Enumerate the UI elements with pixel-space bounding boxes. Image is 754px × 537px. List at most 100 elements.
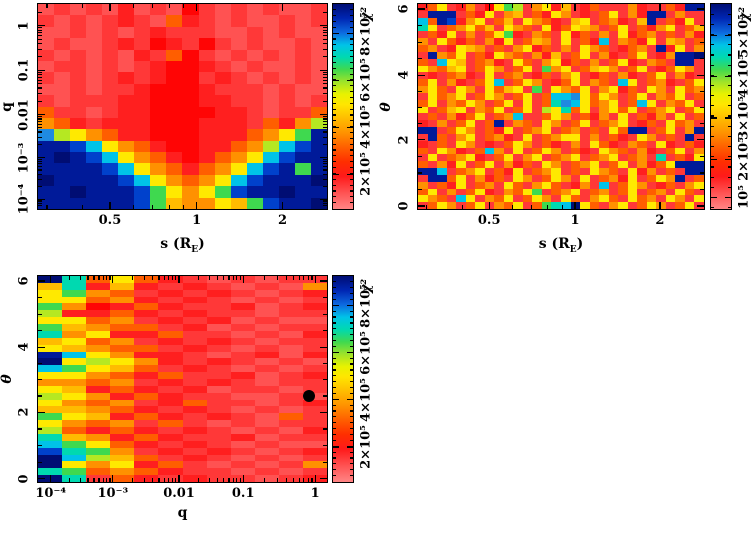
heatmap-cell <box>561 181 571 189</box>
x-axis-title-text: q <box>177 505 188 521</box>
axis-tick <box>323 144 327 146</box>
colorbar-tick <box>728 95 731 97</box>
axis-tick <box>172 276 174 280</box>
heatmap-cell <box>62 358 87 366</box>
heatmap-cell <box>150 163 167 175</box>
heatmap-cell <box>580 133 590 141</box>
heatmap-cell <box>665 120 676 127</box>
axis-tick <box>38 379 42 381</box>
heatmap-cell <box>206 351 231 359</box>
heatmap-cell <box>198 95 215 107</box>
heatmap-cell <box>684 4 695 11</box>
axis-tick <box>38 123 42 125</box>
heatmap-cell <box>475 147 485 155</box>
axis-tick <box>38 48 42 50</box>
colorbar-tick <box>711 95 714 97</box>
heatmap-cell <box>198 4 215 16</box>
heatmap-cell <box>198 106 215 118</box>
heatmap-cell <box>38 106 55 118</box>
heatmap-cell <box>551 4 561 11</box>
x-axis-title-text: s (R <box>160 236 192 252</box>
colorbar-tick <box>333 451 336 453</box>
colorbar-tick <box>333 131 336 134</box>
axis-tick <box>700 155 704 157</box>
heatmap-cell <box>158 406 183 414</box>
heatmap-cell <box>541 188 552 196</box>
heatmap-cell <box>158 385 183 393</box>
heatmap-cell <box>206 310 231 318</box>
heatmap-cell <box>158 344 183 352</box>
heatmap-cell <box>627 168 638 175</box>
heatmap-cell <box>694 195 704 203</box>
heatmap-cell <box>62 433 87 441</box>
heatmap-cell <box>532 174 542 182</box>
heatmap-cell <box>54 152 71 164</box>
heatmap-cell <box>561 79 571 86</box>
heatmap-cell <box>158 372 183 379</box>
heatmap-cell <box>494 45 504 52</box>
heatmap-cell <box>618 45 628 52</box>
heatmap-cell <box>86 337 111 345</box>
heatmap-cell <box>86 324 111 331</box>
heatmap-cell <box>262 95 279 107</box>
heatmap-cell <box>475 99 485 107</box>
heatmap-cell <box>38 60 55 73</box>
heatmap-cell <box>206 461 231 469</box>
heatmap-cell <box>86 420 111 428</box>
heatmap-cell <box>646 133 657 141</box>
axis-tick <box>38 478 45 480</box>
heatmap-cell <box>230 72 247 84</box>
heatmap-cell <box>86 197 103 209</box>
axis-tick <box>178 276 180 283</box>
heatmap-cell <box>494 127 504 134</box>
heatmap-cell <box>166 129 183 141</box>
heatmap-cell <box>134 83 151 96</box>
heatmap-cell <box>437 195 447 203</box>
heatmap-cell <box>70 174 87 187</box>
heatmap-cell <box>475 10 485 18</box>
colorbar-tick <box>333 416 336 418</box>
heatmap-cell <box>484 38 495 45</box>
colorbar-tick <box>350 451 353 453</box>
heatmap-cell <box>214 163 231 175</box>
heatmap-cell <box>570 174 581 182</box>
heatmap-cell <box>646 72 657 80</box>
heatmap-cell <box>532 10 542 18</box>
colorbar-tick <box>333 316 336 318</box>
heatmap-cell <box>532 17 542 25</box>
colorbar-tick <box>333 96 336 99</box>
heatmap-cell <box>570 38 581 45</box>
heatmap-cell <box>484 17 495 25</box>
heatmap-cell <box>206 303 231 311</box>
axis-tick <box>323 74 327 76</box>
heatmap-cell <box>214 129 231 141</box>
heatmap-cell <box>166 49 183 61</box>
colorbar-tick <box>711 115 714 117</box>
heatmap-cell <box>278 174 295 187</box>
heatmap-cell <box>262 117 279 130</box>
heatmap-cell <box>580 10 590 18</box>
heatmap-cell <box>182 129 199 141</box>
heatmap-cell <box>599 86 609 93</box>
heatmap-cell <box>230 392 255 400</box>
heatmap-cell <box>278 372 303 379</box>
heatmap-cell <box>110 310 135 318</box>
axis-tick <box>112 276 114 283</box>
axis-tick <box>320 280 327 282</box>
heatmap-cell <box>182 296 207 304</box>
heatmap-cell <box>551 24 561 32</box>
heatmap-cell <box>246 38 263 50</box>
heatmap-cell <box>551 65 561 73</box>
heatmap-cell <box>278 427 303 434</box>
heatmap-cell <box>294 140 311 153</box>
heatmap-cell <box>513 72 523 80</box>
y-tick-label: 10⁻³ <box>16 142 32 173</box>
heatmap-cell <box>456 86 466 93</box>
heatmap-cell <box>166 140 183 153</box>
heatmap-cell <box>541 38 552 45</box>
heatmap-cell <box>580 140 590 148</box>
heatmap-cell <box>456 4 466 11</box>
heatmap-cell <box>134 26 151 39</box>
heatmap-cell <box>166 15 183 27</box>
